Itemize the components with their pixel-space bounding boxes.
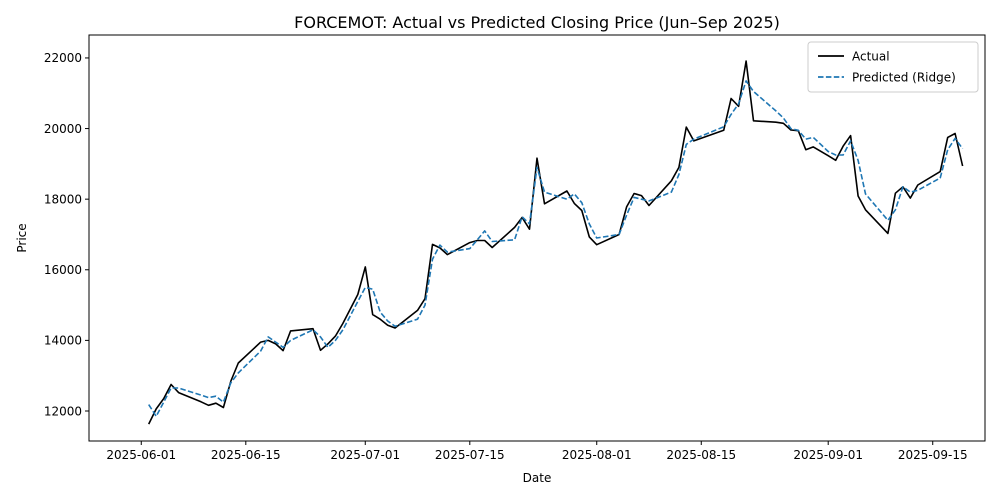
x-tick-label: 2025-08-15 (666, 448, 736, 462)
y-tick-label: 22000 (44, 51, 82, 65)
x-tick-label: 2025-07-15 (435, 448, 505, 462)
y-tick-label: 16000 (44, 263, 82, 277)
y-tick-label: 12000 (44, 404, 82, 418)
plot-frame (88, 34, 986, 442)
x-tick-label: 2025-08-01 (562, 448, 632, 462)
chart-title: FORCEMOT: Actual vs Predicted Closing Pr… (294, 13, 780, 32)
x-tick-label: 2025-07-01 (330, 448, 400, 462)
legend-label-actual: Actual (852, 50, 890, 64)
y-tick-label: 14000 (44, 334, 82, 348)
x-tick-label: 2025-06-01 (106, 448, 176, 462)
x-axis-label: Date (523, 471, 552, 485)
series-line-predicted (148, 80, 964, 418)
y-tick-label: 20000 (44, 122, 82, 136)
series-layer (147, 60, 964, 425)
y-axis: 12000 14000 16000 18000 20000 22000 (44, 51, 89, 418)
y-tick-label: 18000 (44, 192, 82, 206)
y-axis-label: Price (15, 223, 29, 252)
plot-area (88, 34, 986, 442)
legend-label-predicted: Predicted (Ridge) (852, 71, 956, 85)
legend-box (807, 41, 979, 93)
x-tick-label: 2025-06-15 (211, 448, 281, 462)
x-axis: 2025-06-01 2025-06-15 2025-07-01 2025-07-15… (106, 441, 968, 462)
series-line-actual (147, 60, 964, 425)
x-tick-label: 2025-09-01 (793, 448, 863, 462)
x-tick-label: 2025-09-15 (898, 448, 968, 462)
legend: Actual Predicted (Ridge) (807, 41, 979, 93)
